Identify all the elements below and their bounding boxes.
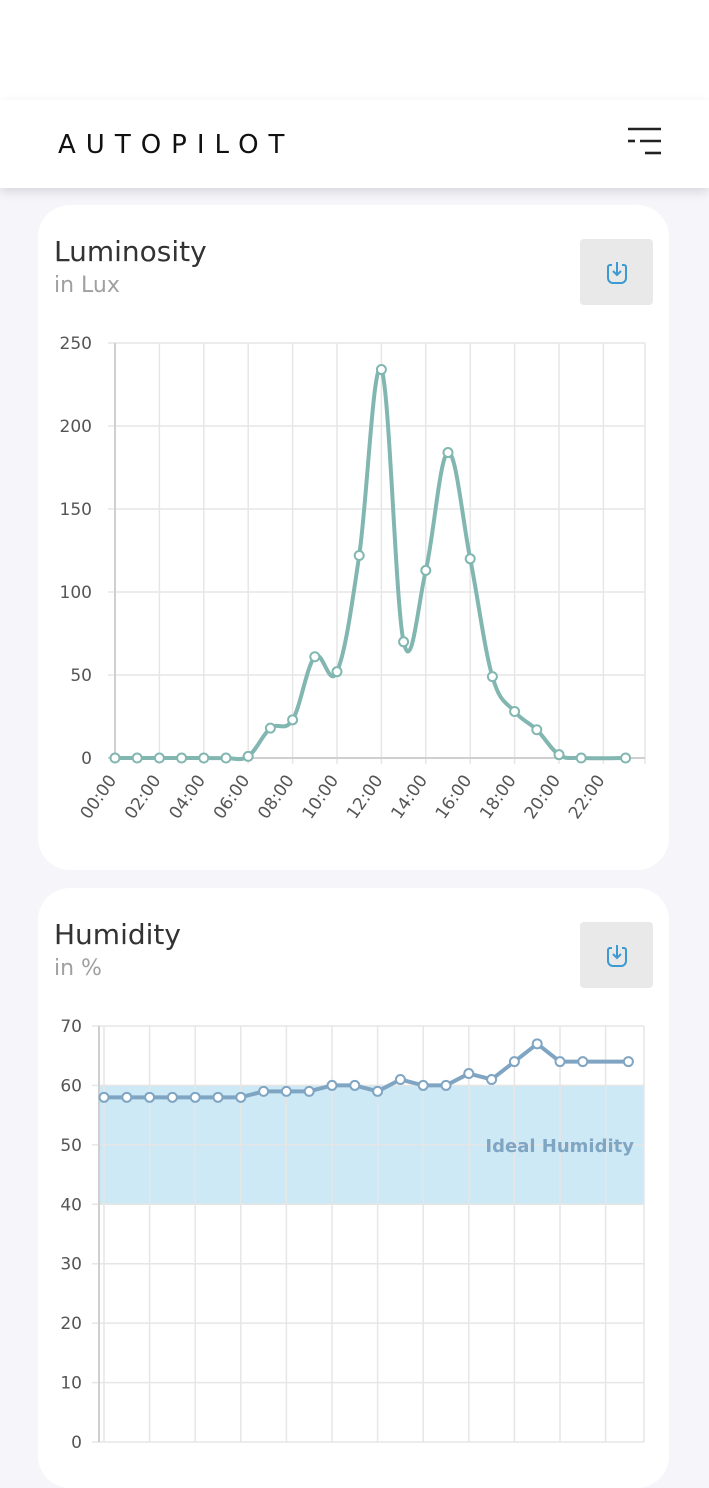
data-point <box>309 651 321 663</box>
y-tick-label: 70 <box>60 1017 82 1037</box>
x-tick-label: 04:00 <box>165 771 209 823</box>
data-point <box>464 553 476 565</box>
data-point <box>553 749 565 761</box>
data-point <box>486 671 498 683</box>
y-tick-label: 250 <box>60 334 92 354</box>
data-point <box>417 1079 429 1091</box>
x-tick-label: 08:00 <box>254 771 298 823</box>
data-point <box>349 1079 361 1091</box>
data-point <box>508 1056 520 1068</box>
data-point <box>287 714 299 726</box>
luminosity-series-line <box>115 366 626 762</box>
data-point <box>189 1091 201 1103</box>
x-tick-label: 16:00 <box>432 771 476 823</box>
y-tick-label: 200 <box>60 417 92 437</box>
humidity-chart: 0 10 20 30 40 50 60 70 Ideal Humidity <box>60 1017 645 1453</box>
data-point <box>121 1091 133 1103</box>
status-bar-area <box>0 0 709 100</box>
data-point <box>372 1085 384 1097</box>
y-tick-label: 0 <box>71 1433 82 1453</box>
data-point <box>622 1056 634 1068</box>
card-title: Humidity <box>54 918 181 951</box>
y-tick-label: 150 <box>60 500 92 520</box>
data-point <box>198 752 210 764</box>
menu-lines-icon[interactable] <box>622 124 666 160</box>
humidity-card: Humidity in % 0 10 20 30 40 50 60 70 Ideal Humid… <box>38 888 669 1488</box>
data-point <box>131 752 143 764</box>
y-tick-label: 50 <box>70 666 92 686</box>
data-point <box>375 364 387 376</box>
data-point <box>575 752 587 764</box>
data-point <box>220 752 232 764</box>
y-tick-label: 100 <box>60 583 92 603</box>
y-tick-label: 0 <box>81 749 92 769</box>
data-point <box>98 1091 110 1103</box>
x-tick-label: 02:00 <box>121 771 165 823</box>
y-tick-label: 40 <box>60 1195 82 1215</box>
luminosity-card: Luminosity in Lux 0 50 100 150 200 250 00:00 02… <box>38 205 669 870</box>
y-tick-label: 50 <box>60 1136 82 1156</box>
download-button[interactable] <box>580 239 653 305</box>
data-point <box>394 1073 406 1085</box>
data-point <box>235 1091 247 1103</box>
app-title: AUTOPILOT <box>58 130 295 160</box>
data-point <box>153 752 165 764</box>
data-point <box>242 750 254 762</box>
data-point <box>398 636 410 648</box>
data-point <box>442 447 454 459</box>
data-point <box>554 1056 566 1068</box>
data-point <box>531 1038 543 1050</box>
data-point <box>326 1079 338 1091</box>
data-point <box>280 1085 292 1097</box>
data-point <box>109 752 121 764</box>
x-tick-label: 12:00 <box>343 771 387 823</box>
x-tick-label: 14:00 <box>387 771 431 823</box>
data-point <box>577 1056 589 1068</box>
download-icon <box>606 262 627 284</box>
app-header: AUTOPILOT <box>0 100 709 188</box>
x-tick-label: 00:00 <box>77 771 121 823</box>
data-point <box>463 1068 475 1080</box>
data-point <box>264 722 276 734</box>
y-tick-label: 10 <box>60 1374 82 1394</box>
data-point <box>620 752 632 764</box>
data-point <box>509 706 521 718</box>
data-point <box>353 549 365 561</box>
data-point <box>258 1085 270 1097</box>
data-point <box>303 1085 315 1097</box>
data-point <box>144 1091 156 1103</box>
download-icon <box>606 945 627 967</box>
data-point <box>531 724 543 736</box>
card-subtitle: in % <box>54 956 102 981</box>
data-point <box>331 666 343 678</box>
data-point <box>176 752 188 764</box>
band-label: Ideal Humidity <box>485 1136 634 1157</box>
x-tick-label: 10:00 <box>299 771 343 823</box>
x-tick-label: 20:00 <box>521 771 565 823</box>
luminosity-chart: 0 50 100 150 200 250 00:00 02:00 04:00 06:00 08:00… <box>60 334 646 823</box>
y-tick-label: 30 <box>60 1255 82 1275</box>
data-point <box>486 1073 498 1085</box>
x-tick-label: 18:00 <box>476 771 520 823</box>
card-title: Luminosity <box>54 235 207 268</box>
x-tick-label: 22:00 <box>565 771 609 823</box>
download-button[interactable] <box>580 922 653 988</box>
y-tick-label: 20 <box>60 1314 82 1334</box>
y-tick-label: 60 <box>60 1076 82 1096</box>
data-point <box>212 1091 224 1103</box>
data-point <box>420 564 432 576</box>
x-tick-label: 06:00 <box>210 771 254 823</box>
data-point <box>440 1079 452 1091</box>
data-point <box>166 1091 178 1103</box>
card-subtitle: in Lux <box>54 273 120 298</box>
